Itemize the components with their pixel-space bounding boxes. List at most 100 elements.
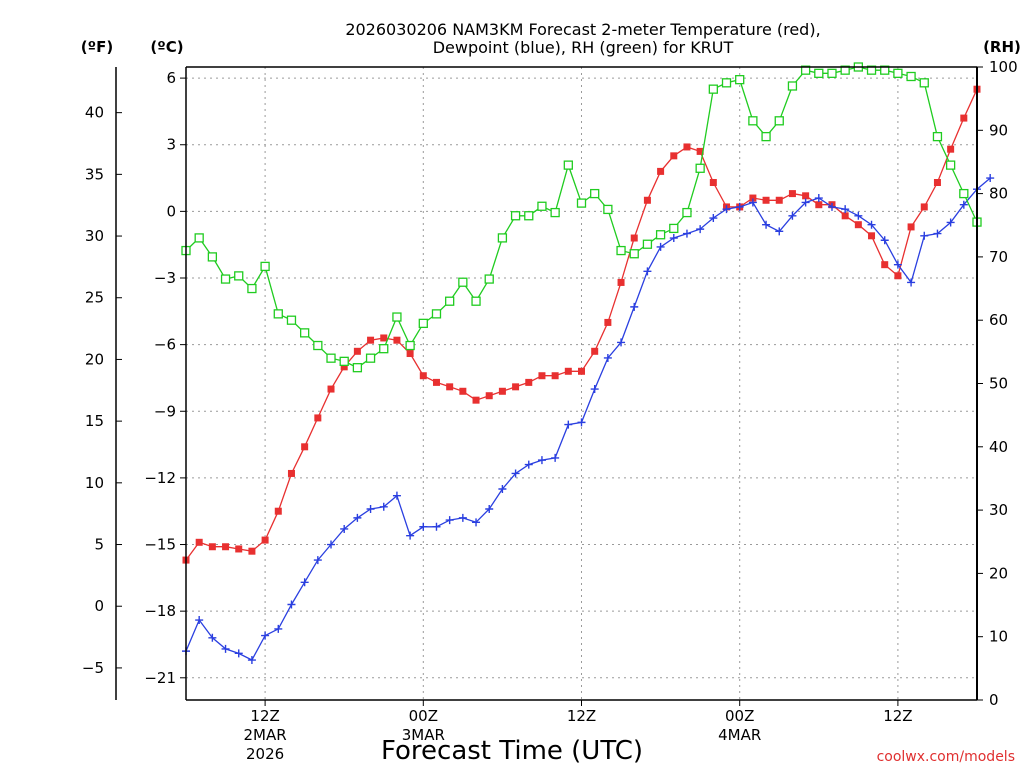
temperature-point	[380, 334, 388, 342]
rh-point	[260, 261, 270, 272]
dewpoint-point	[788, 211, 797, 220]
temperature-point	[960, 114, 968, 122]
celsius-tick-label: −6	[154, 336, 176, 354]
chart-title-line1: 2026030206 NAM3KM Forecast 2-meter Tempe…	[345, 20, 820, 39]
rh-point	[787, 81, 798, 91]
rh-point	[286, 315, 297, 325]
dewpoint-point	[392, 491, 401, 500]
x-tick-label: 12Z	[250, 707, 279, 725]
temperature-point	[274, 507, 282, 515]
rh-point	[669, 223, 679, 234]
dewpoint-point	[419, 522, 428, 531]
rh-point	[550, 207, 560, 218]
temperature-point	[841, 212, 849, 220]
rh-point	[866, 65, 877, 75]
temperature-point	[591, 347, 599, 355]
dewpoint-point	[274, 624, 283, 633]
rh-point	[563, 160, 573, 170]
temperature-point	[248, 547, 256, 555]
rh-point	[458, 277, 468, 287]
temperature-point	[564, 367, 572, 375]
fahrenheit-tick-label: 40	[85, 104, 104, 122]
temperature-point	[432, 378, 440, 386]
dewpoint-point	[458, 513, 467, 522]
dewpoint-point	[208, 633, 217, 642]
rh-point	[880, 65, 890, 75]
rh-point	[721, 78, 732, 88]
rh-point	[510, 211, 521, 221]
temperature-point	[709, 178, 717, 186]
rh-point	[919, 78, 929, 88]
celsius-tick-label: −21	[144, 669, 176, 687]
rh-point	[234, 271, 244, 281]
x-tick-label: 2026	[246, 745, 284, 763]
dewpoint-point	[577, 418, 586, 427]
x-tick-label: 2MAR	[244, 726, 287, 744]
dewpoint-point	[300, 578, 309, 587]
dewpoint-point	[327, 540, 336, 549]
temperature-point	[643, 196, 651, 204]
temperature-point	[419, 372, 427, 380]
credit-text: coolwx.com/models	[877, 749, 1015, 765]
dewpoint-point	[630, 302, 639, 311]
temperature-point	[775, 196, 783, 204]
rh-tick-label: 60	[989, 311, 1008, 329]
x-axis-label: Forecast Time (UTC)	[381, 736, 643, 766]
fahrenheit-tick-label: 0	[94, 597, 104, 615]
rh-point	[273, 309, 283, 319]
rh-point	[524, 211, 534, 221]
dewpoint-point	[524, 460, 533, 469]
rh-point	[339, 356, 349, 366]
rh-point	[708, 84, 718, 94]
rh-point	[932, 131, 943, 142]
dewpoint-point	[775, 227, 784, 236]
rh-point	[616, 245, 626, 256]
dewpoint-point	[617, 338, 626, 347]
dewpoint-point	[762, 220, 771, 229]
dewpoint-point	[564, 420, 573, 429]
temperature-point	[907, 223, 915, 231]
temperature-point	[762, 196, 770, 204]
tick-labels: 630−3−6−9−12−15−18−214035302520151050−51…	[82, 58, 1018, 763]
x-tick-label: 3MAR	[402, 726, 445, 744]
celsius-tick-label: −18	[144, 602, 176, 620]
fahrenheit-tick-label: 5	[94, 536, 104, 554]
rh-point	[800, 65, 811, 75]
celsius-tick-label: −9	[154, 402, 176, 420]
dewpoint-point	[340, 524, 349, 533]
celsius-tick-label: −3	[154, 269, 176, 287]
temperature-point	[933, 178, 941, 186]
temperature-point	[657, 167, 665, 175]
x-tick-label: 00Z	[725, 707, 754, 725]
dewpoint-point	[379, 502, 388, 511]
dewpoint-point	[472, 518, 481, 527]
rh-tick-label: 40	[989, 438, 1008, 456]
temperature-point	[578, 367, 585, 375]
dewpoint-point	[432, 522, 441, 531]
fahrenheit-tick-label: 25	[85, 289, 104, 307]
dewpoint-point	[234, 649, 243, 658]
rh-point	[497, 233, 508, 243]
fahrenheit-axis-unit: (ºF)	[81, 38, 113, 56]
temperature-point	[512, 383, 520, 391]
dewpoint-point	[287, 600, 296, 609]
dewpoint-point	[221, 644, 230, 653]
celsius-tick-label: −12	[144, 469, 176, 487]
rh-point	[814, 68, 824, 78]
rh-tick-label: 90	[989, 121, 1008, 139]
fahrenheit-tick-label: 10	[85, 474, 104, 492]
rh-point	[418, 318, 428, 329]
dewpoint-point	[261, 631, 270, 640]
rh-point	[299, 328, 310, 338]
dewpoint-point	[406, 531, 415, 540]
temperature-point	[920, 203, 928, 211]
dewpoint-point	[880, 236, 889, 245]
dewpoint-point	[933, 229, 942, 238]
chart-title-line2: Dewpoint (blue), RH (green) for KRUT	[433, 38, 734, 57]
rh-point	[748, 116, 758, 126]
rh-tick-label: 50	[989, 375, 1008, 393]
temperature-point	[406, 350, 414, 358]
rh-tick-label: 0	[989, 691, 999, 709]
dewpoint-point	[313, 556, 322, 565]
